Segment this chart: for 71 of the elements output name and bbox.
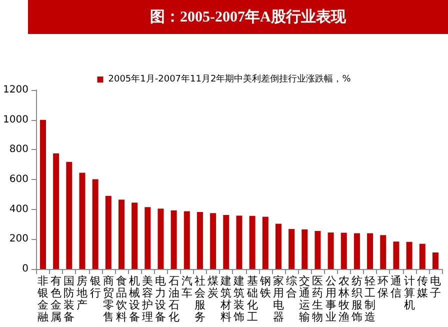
bar xyxy=(380,235,386,269)
x-tick-label: 建筑材料 xyxy=(220,274,232,324)
bar xyxy=(170,210,177,269)
bar xyxy=(132,202,138,269)
bar xyxy=(210,213,216,269)
x-tick-label: 公用事业 xyxy=(325,274,336,324)
bar xyxy=(262,216,268,269)
x-tick-label: 社会服务 xyxy=(194,274,206,324)
bar xyxy=(340,232,347,269)
bar xyxy=(196,212,203,269)
bar xyxy=(236,216,242,269)
x-tick-label: 有色金属 xyxy=(50,274,62,324)
x-tick-label: 传媒 xyxy=(416,274,428,300)
bar xyxy=(314,230,321,269)
x-tick-label: 医药生物 xyxy=(312,274,324,324)
bar xyxy=(354,233,360,269)
bar xyxy=(118,200,124,269)
x-tick-label: 房地产 xyxy=(76,274,88,312)
x-tick-label: 电力设备 xyxy=(155,274,166,324)
bar xyxy=(223,215,230,269)
bar xyxy=(144,207,151,269)
x-tick-label: 非银金融 xyxy=(36,274,48,324)
bar xyxy=(275,224,282,269)
x-tick-label: 煤炭 xyxy=(208,274,219,300)
x-tick-label: 综合 xyxy=(286,274,298,300)
bar xyxy=(79,172,86,269)
x-tick-label: 食品饮料 xyxy=(114,274,127,324)
bar xyxy=(158,208,164,269)
x-tick-label: 汽车 xyxy=(181,274,192,300)
bar xyxy=(419,244,426,269)
x-tick-label: 美容护理 xyxy=(141,274,154,324)
y-tick-label: 1200 xyxy=(2,84,28,96)
y-tick-label: 1000 xyxy=(2,114,28,126)
bar xyxy=(92,179,98,269)
x-tick-label: 电子 xyxy=(430,274,441,300)
chart-title: 图：2005-2007年A股行业表现 xyxy=(150,8,347,26)
bar xyxy=(302,229,308,269)
x-tick-label: 环保 xyxy=(378,274,389,300)
bar xyxy=(249,216,256,269)
x-tick-label: 计算机 xyxy=(404,274,415,312)
y-tick-label: 0 xyxy=(22,264,28,274)
bar xyxy=(432,252,438,269)
x-tick-label: 建筑装饰 xyxy=(232,274,245,324)
x-tick-label: 银行 xyxy=(88,274,101,300)
bar xyxy=(367,233,374,269)
y-tick-label: 200 xyxy=(9,234,28,245)
legend-label: 2005年1月-2007年11月2年期中美利差倒挂行业涨跌幅，% xyxy=(108,74,352,84)
x-tick-label: 纺织服饰 xyxy=(350,274,362,324)
bar xyxy=(53,153,60,269)
x-tick-label: 通信 xyxy=(390,274,402,300)
x-tick-label: 农林牧渔 xyxy=(337,274,350,324)
bar xyxy=(328,232,334,269)
y-tick-label: 800 xyxy=(9,144,28,156)
x-tick-label: 钢铁 xyxy=(258,274,271,300)
x-tick-label: 轻工制造 xyxy=(364,274,376,324)
x-tick-label: 机械设备 xyxy=(129,274,140,324)
bar xyxy=(40,120,46,269)
bar xyxy=(105,196,112,269)
y-tick-label: 400 xyxy=(9,204,28,215)
bar xyxy=(184,211,190,269)
x-tick-label: 家用电器 xyxy=(272,274,284,324)
bar xyxy=(66,162,72,269)
bar xyxy=(288,229,295,269)
x-tick-label: 商贸零售 xyxy=(102,274,114,324)
x-tick-label: 石油石化 xyxy=(168,274,180,324)
x-tick-label: 交通运输 xyxy=(299,274,310,324)
x-tick-label: 基础化工 xyxy=(246,274,258,324)
y-tick-label: 600 xyxy=(9,174,28,185)
bar xyxy=(393,242,400,269)
x-tick-label: 国防装备 xyxy=(64,274,75,324)
bar xyxy=(406,242,412,269)
